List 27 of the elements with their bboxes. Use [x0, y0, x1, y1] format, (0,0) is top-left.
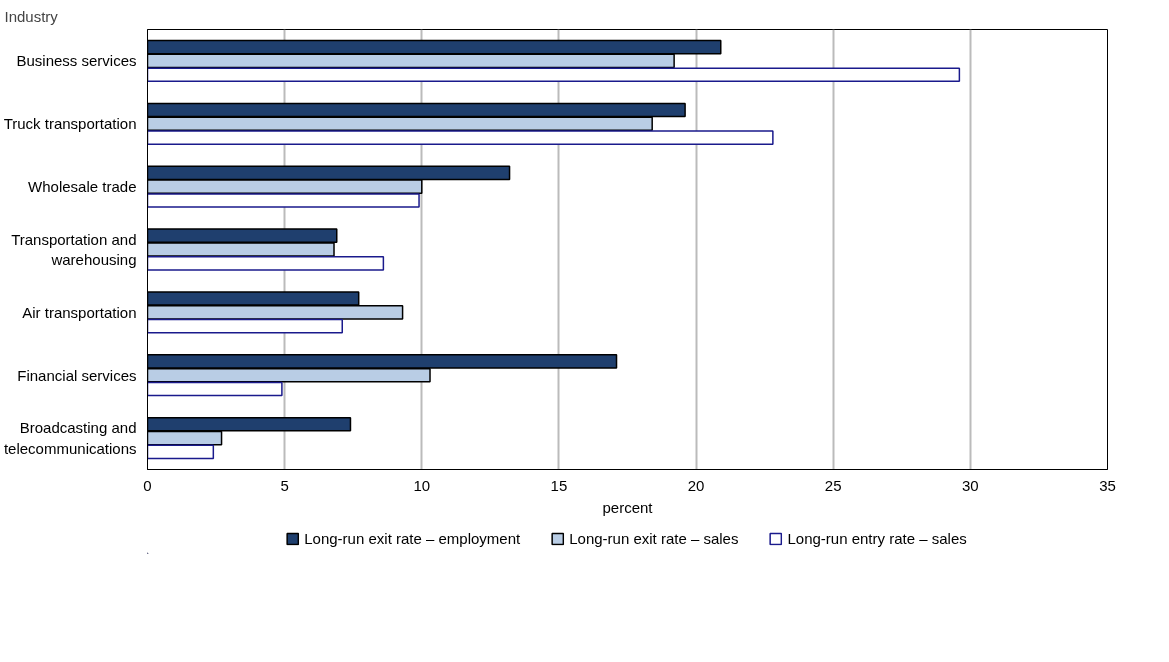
bar: [147, 67, 961, 83]
x-tick-label: 30: [962, 476, 979, 494]
y-axis-title: Industry: [4, 7, 59, 25]
y-tick-label: Wholesale trade: [28, 178, 137, 196]
bar: [147, 256, 385, 271]
x-axis-title: percent: [602, 498, 654, 516]
legend-label: Long-run exit rate – employment: [304, 529, 521, 547]
bar: [147, 193, 420, 208]
bar: [147, 318, 343, 334]
y-tick-label: Transportation and warehousing: [11, 230, 137, 269]
y-tick-label: Broadcasting and telecommunications: [3, 419, 137, 457]
bar: [147, 444, 215, 460]
x-tick-label: 10: [413, 476, 431, 494]
x-tick-label: 5: [280, 476, 289, 494]
bar: [147, 130, 774, 145]
x-tick-label: 15: [550, 476, 568, 494]
bar: [147, 381, 283, 397]
legend-label: Long-run exit rate – sales: [569, 529, 739, 547]
x-tick-label: 0: [143, 476, 152, 494]
x-tick-label: 20: [687, 476, 705, 494]
y-tick-label: Business services: [16, 52, 137, 70]
x-tick-label: 35: [1099, 476, 1116, 494]
y-tick-label: Financial services: [17, 366, 137, 384]
legend-label: Long-run entry rate – sales: [787, 529, 967, 547]
y-tick-label: Air transportation: [22, 303, 137, 321]
y-tick-label: Truck transportation: [3, 115, 137, 133]
x-tick-label: 25: [824, 476, 842, 494]
